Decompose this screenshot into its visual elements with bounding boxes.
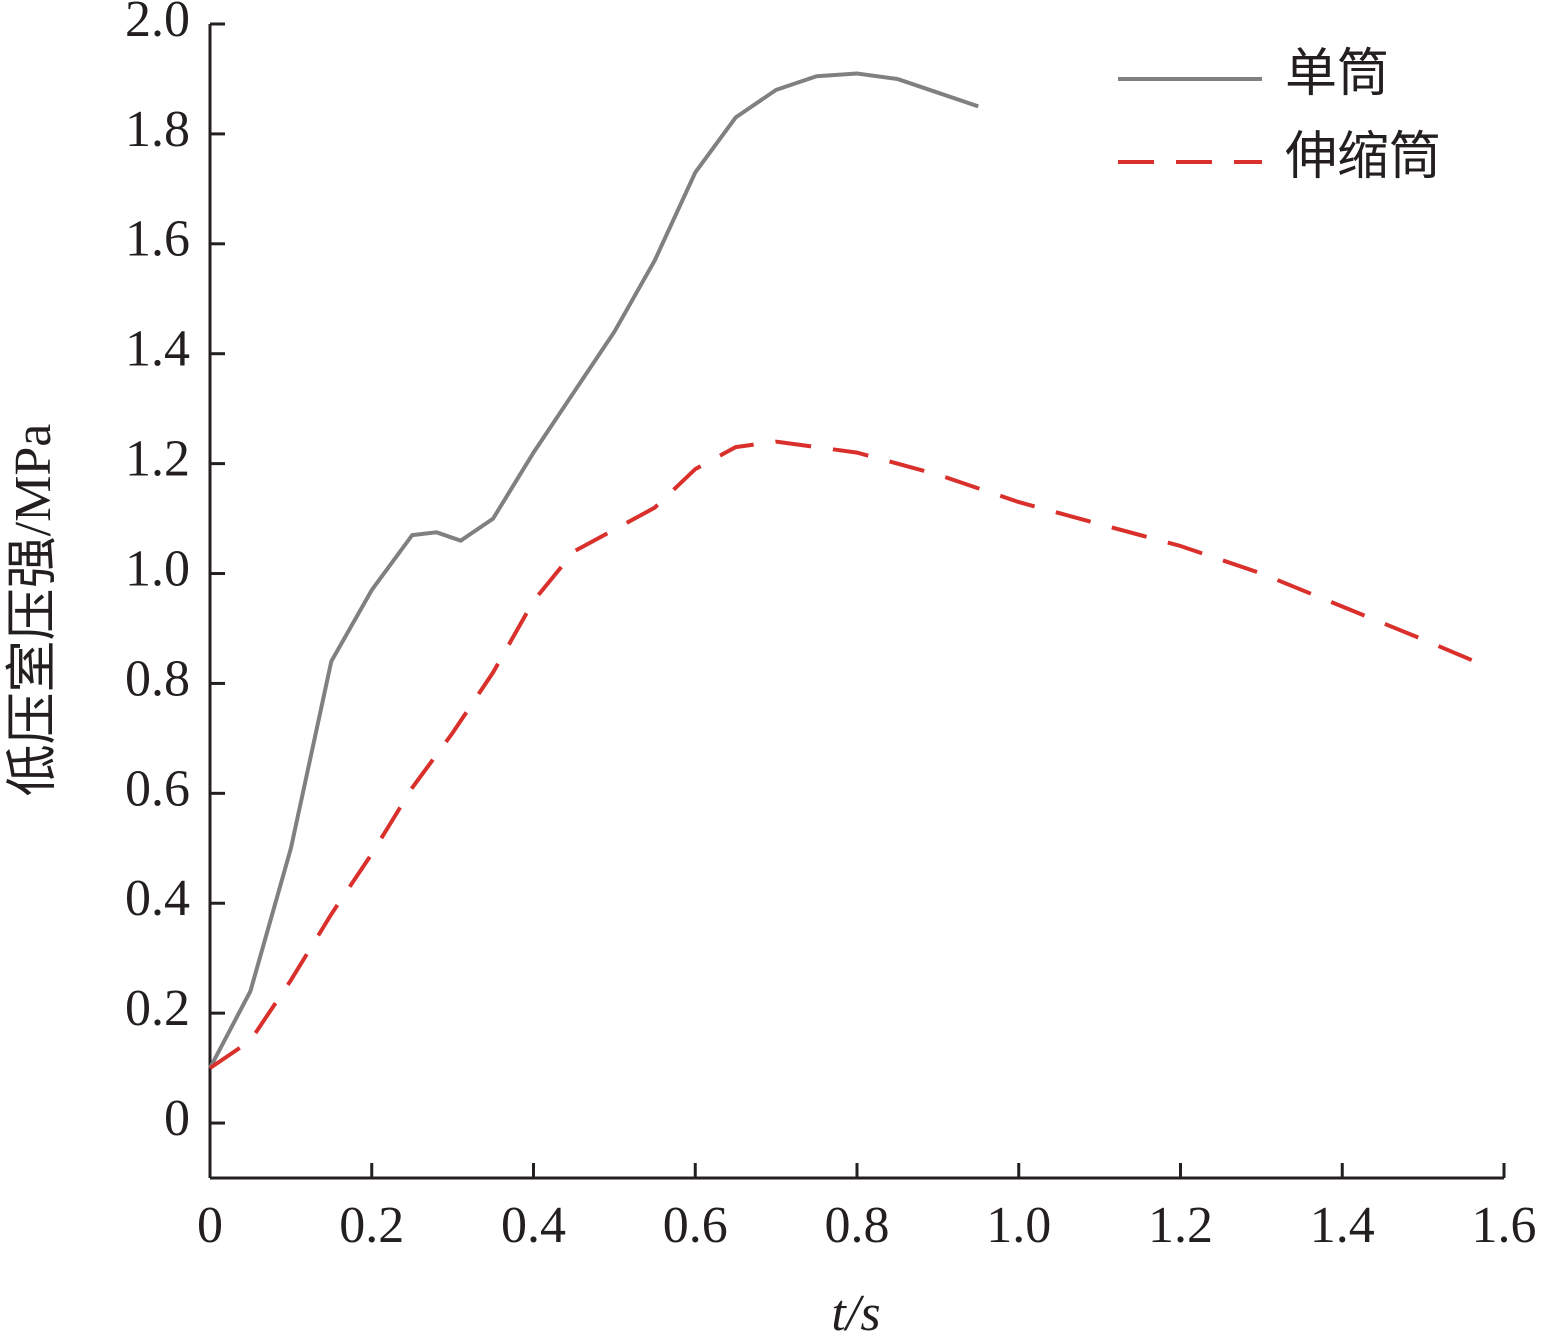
x-tick-label: 1.0 xyxy=(986,1197,1051,1254)
y-tick-label: 1.0 xyxy=(125,540,190,597)
legend-label: 伸缩筒 xyxy=(1285,129,1441,186)
x-axis-label: t/s xyxy=(831,1285,880,1342)
y-axis-label: 低压室压强/MPa xyxy=(5,424,62,797)
y-tick-label: 0 xyxy=(164,1090,190,1147)
y-tick-label: 1.4 xyxy=(125,321,190,378)
legend-label: 单筒 xyxy=(1285,46,1389,103)
x-tick-label: 1.2 xyxy=(1148,1197,1213,1254)
x-tick-label: 0.4 xyxy=(501,1197,566,1254)
x-tick-label: 1.4 xyxy=(1310,1197,1375,1254)
y-tick-label: 2.0 xyxy=(125,0,190,48)
y-tick-label: 1.2 xyxy=(125,431,190,488)
y-tick-label: 0.6 xyxy=(125,760,190,817)
x-tick-label: 0.8 xyxy=(825,1197,890,1254)
data-line xyxy=(208,71,979,1070)
data-line xyxy=(208,439,1489,1070)
x-tick-label: 0 xyxy=(197,1197,223,1254)
y-tick-label: 1.8 xyxy=(125,101,190,158)
y-tick-label: 0.4 xyxy=(125,870,190,927)
y-tick-label: 0.2 xyxy=(125,980,190,1037)
y-tick-label: 0.8 xyxy=(125,650,190,707)
x-tick-label: 0.2 xyxy=(339,1197,404,1254)
y-tick-label: 1.6 xyxy=(125,211,190,268)
x-tick-label: 1.6 xyxy=(1472,1197,1537,1254)
x-tick-label: 0.6 xyxy=(663,1197,728,1254)
